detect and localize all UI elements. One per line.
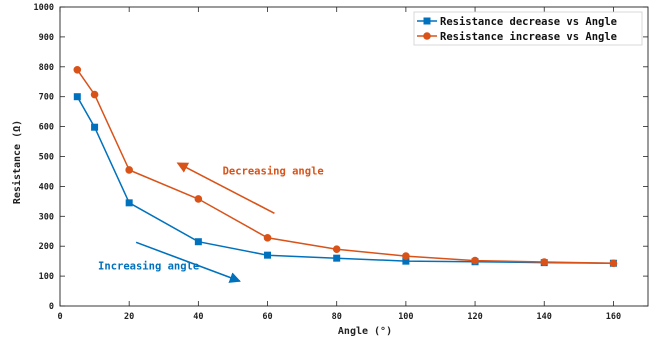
data-point <box>402 252 410 260</box>
series-layer <box>73 65 618 268</box>
x-tick-label: 80 <box>332 312 342 322</box>
data-point <box>332 245 341 253</box>
legend-marker-decrease <box>423 17 431 25</box>
annotation-arrow <box>176 162 275 215</box>
y-tick-label: 700 <box>39 93 54 103</box>
annotation-label: Increasing angle <box>98 261 199 273</box>
data-point <box>194 195 203 203</box>
x-tick-label: 120 <box>467 312 482 322</box>
data-point <box>609 259 618 268</box>
x-tick-label: 0 <box>57 312 62 322</box>
x-tick-label: 140 <box>537 312 552 322</box>
annotations: Decreasing angle Increasing angle <box>98 162 324 283</box>
legend: Resistance decrease vs Angle Resistance … <box>413 11 643 46</box>
x-axis-label: Angle (°) <box>338 326 392 337</box>
legend-box <box>413 11 643 46</box>
x-tick-label: 160 <box>606 312 621 322</box>
y-tick-label: 500 <box>39 153 54 163</box>
data-point <box>73 93 81 101</box>
y-tick-label: 800 <box>39 63 54 73</box>
annotation-label: Decreasing angle <box>223 165 324 177</box>
data-point <box>402 257 410 265</box>
legend-label-increase: Resistance increase vs Angle <box>440 31 617 43</box>
y-tick-label: 1000 <box>34 3 54 13</box>
data-point <box>264 251 272 259</box>
y-tick-label: 600 <box>39 123 54 133</box>
data-point <box>125 199 133 207</box>
x-tick-label: 100 <box>398 312 413 322</box>
data-point <box>263 234 272 242</box>
data-point <box>471 256 479 265</box>
data-point <box>91 123 99 131</box>
data-point <box>333 254 341 262</box>
x-tick-label: 60 <box>262 312 272 322</box>
series-line-0 <box>76 96 614 264</box>
data-point <box>125 166 133 174</box>
y-axis-label: Resistance (Ω) <box>11 120 23 204</box>
data-point <box>90 90 99 99</box>
y-tick-label: 400 <box>39 182 54 192</box>
legend-marker-increase <box>423 32 431 40</box>
data-point <box>194 238 202 246</box>
y-tick-label: 900 <box>39 33 54 43</box>
y-tick-label: 0 <box>49 302 54 312</box>
data-point <box>73 65 82 74</box>
y-tick-label: 300 <box>39 212 54 222</box>
x-tick-label: 40 <box>193 312 203 322</box>
annotation-arrow <box>135 241 241 283</box>
legend-label-decrease: Resistance decrease vs Angle <box>440 16 617 28</box>
y-tick-label: 200 <box>39 242 54 252</box>
axes: 0 100 200 300 400 500 600 700 800 900 1000 0 20 40 60 8… <box>34 3 649 322</box>
y-tick-label: 100 <box>39 272 54 282</box>
series-line-1 <box>76 69 614 264</box>
data-point <box>540 258 549 266</box>
x-tick-label: 20 <box>124 312 134 322</box>
